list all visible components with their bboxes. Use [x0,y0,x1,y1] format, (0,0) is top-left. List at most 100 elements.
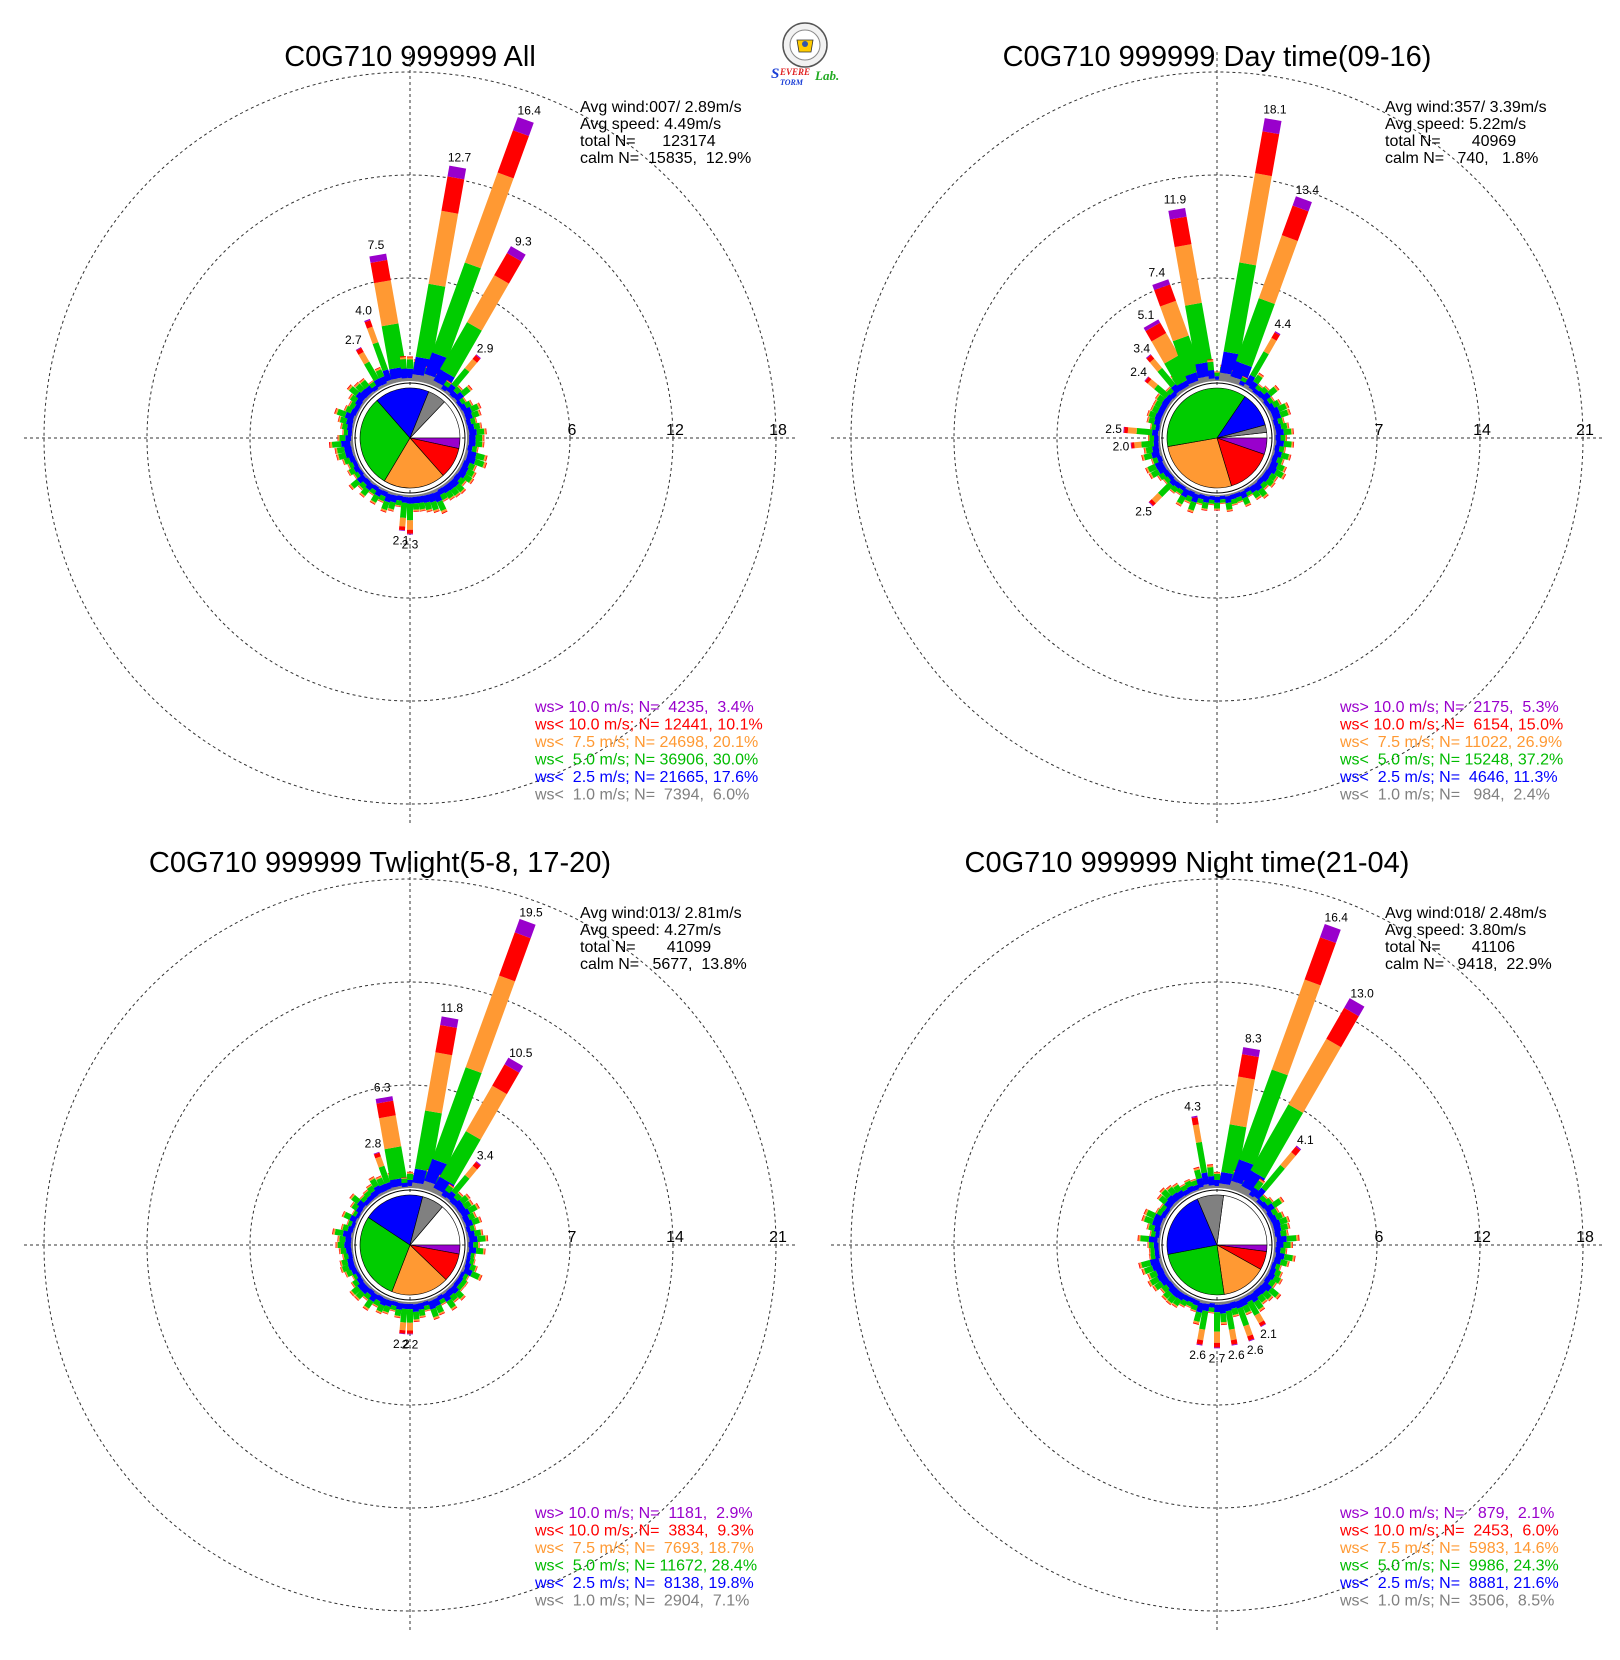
bar-segment [384,492,393,503]
bar-segment [1241,1170,1266,1195]
bar-dir-165 [421,492,433,513]
bar-segment [374,388,380,394]
bar-segment [1269,406,1280,416]
bar-segment [430,1307,439,1318]
bar-segment [477,1274,482,1281]
bar-segment [1292,196,1312,212]
bar-segment [347,1219,353,1227]
bar-label: 4.0 [355,304,372,318]
bar-segment [359,378,366,384]
bar-segment [1267,1295,1273,1301]
bar-segment [457,1212,464,1220]
bar-segment [360,388,371,399]
bar-dir-160 [426,490,440,514]
bar-segment [1278,1278,1283,1285]
bar-segment [466,385,472,392]
bar-segment [424,501,433,511]
bar-segment [1176,494,1186,505]
bar-segment [1228,1180,1248,1195]
bar-segment [1259,1195,1267,1203]
bar-segment [1149,1257,1160,1266]
bar-dir-45 [448,385,463,400]
bar-dir-330: 2.7 [345,333,385,391]
bar-segment [461,489,467,495]
bar-segment [1153,1225,1161,1233]
bar-segment [1170,484,1179,493]
direction-bars: 8.316.413.04.12.12.62.62.72.64.3 [1137,910,1374,1365]
bar-segment [1223,262,1257,355]
bar-segment [1156,1208,1164,1216]
bar-segment [1274,423,1282,431]
bar-segment [1242,1304,1251,1314]
bar-segment [374,487,383,497]
bar-segment [1171,1192,1182,1202]
bar-segment [1262,1194,1268,1200]
bar-segment [471,471,476,478]
bar-segment [1219,1304,1226,1314]
bar-label: 3.4 [477,1148,494,1162]
bar-segment [1247,1334,1255,1341]
bar-segment [1219,1313,1227,1323]
bar-segment [469,403,480,413]
bar-segment [411,373,430,384]
bar-segment [1225,502,1233,510]
bar-segment [456,1283,464,1291]
bar-segment [1263,399,1271,407]
bar-segment [354,398,364,407]
bar-segment [412,1311,420,1320]
bar-segment [436,1294,444,1301]
bar-segment [454,1275,460,1281]
bar-dir-235 [1157,468,1173,482]
bar-dir-350: 7.5 [368,238,409,384]
bar-segment [1165,386,1171,392]
bar-segment [381,500,390,511]
bar-dir-65 [460,1211,477,1224]
bar-segment [1197,1328,1206,1341]
bar-segment [1166,1275,1173,1282]
bar-segment [363,1305,369,1311]
svg-text:TORM: TORM [780,78,804,87]
bar-dir-135 [448,476,467,495]
bar-dir-45 [1255,385,1270,400]
bar-segment [475,452,485,461]
bar-segment [382,1190,389,1195]
bar-segment [1257,487,1268,498]
bar-segment [1154,384,1170,399]
bar-segment [1264,1203,1275,1214]
stat-line: calm N= 5677, 13.8% [580,956,747,973]
bar-segment [363,1198,371,1206]
bar-segment [1279,1259,1288,1267]
bar-segment [1187,489,1195,498]
bar-segment [355,1271,362,1279]
bar-segment [1190,493,1200,503]
bar-segment [1240,376,1248,383]
bar-dir-220 [1165,1286,1183,1306]
bar-segment [1252,1288,1262,1298]
bar-dir-315 [353,381,372,400]
bar-segment [431,1187,449,1200]
bar-segment [468,1247,477,1254]
bar-segment [460,410,466,417]
bar-label: 3.4 [1133,341,1150,355]
bar-segment [1253,374,1263,385]
bar-segment [1150,404,1155,411]
bar-segment [463,1281,468,1287]
bar-segment [389,494,398,503]
bar-segment [1141,440,1155,448]
panel-title: C0G710 999999 All [284,41,536,73]
bar-dir-120 [1264,1270,1283,1285]
bar-segment [374,482,380,488]
bar-segment [1228,1299,1236,1303]
bar-segment [1270,1207,1279,1216]
bar-segment [354,382,360,388]
bar-dir-190 [1201,493,1211,512]
bar-dir-145 [1247,482,1262,501]
bar-dir-120 [457,1270,470,1282]
bar-segment [1272,1282,1277,1288]
panel-title: C0G710 999999 Night time(21-04) [965,847,1410,879]
bar-segment [355,410,360,417]
bar-dir-255 [339,1256,356,1267]
bar-segment [360,1284,371,1295]
